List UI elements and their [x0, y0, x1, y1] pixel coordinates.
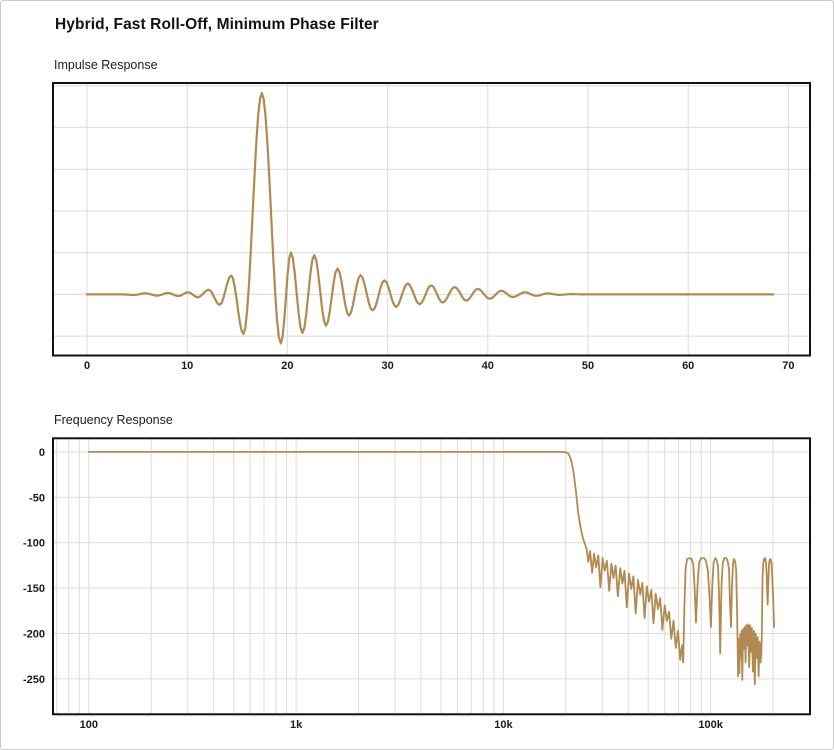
y-tick-label: -150 [23, 583, 45, 595]
y-tick-label: -200 [23, 629, 45, 641]
x-tick-label: 70 [782, 360, 794, 372]
x-tick-label: 50 [582, 360, 594, 372]
frequency-response-curve [87, 450, 775, 686]
y-tick-label: -100 [23, 538, 45, 550]
y-tick-label: -50 [29, 492, 45, 504]
x-tick-label: 1k [290, 719, 303, 731]
x-tick-label: 20 [281, 360, 293, 372]
x-tick-label: 40 [482, 360, 494, 372]
impulse-response-curve [85, 91, 775, 345]
y-tick-label: 0 [39, 447, 45, 459]
x-tick-label: 0 [84, 360, 90, 372]
x-tick-label: 100k [698, 719, 723, 731]
y-tick-label: -250 [23, 674, 45, 686]
page-title: Hybrid, Fast Roll-Off, Minimum Phase Fil… [55, 16, 379, 33]
x-tick-label: 10 [181, 360, 193, 372]
frequency-chart-title: Frequency Response [54, 413, 173, 427]
x-tick-label: 10k [494, 719, 513, 731]
impulse-chart-title: Impulse Response [54, 58, 158, 72]
frequency-response-plot-border [52, 437, 811, 716]
x-tick-label: 30 [381, 360, 393, 372]
frequency-response-chart: 100 1k 10k 100k 0 -50 -100 -150 -200 -250 [23, 437, 811, 731]
x-tick-label: 100 [80, 719, 98, 731]
impulse-response-chart: 0 10 20 30 40 50 60 70 [52, 82, 811, 372]
x-tick-label: 60 [682, 360, 694, 372]
impulse-response-plot-border [52, 82, 811, 357]
